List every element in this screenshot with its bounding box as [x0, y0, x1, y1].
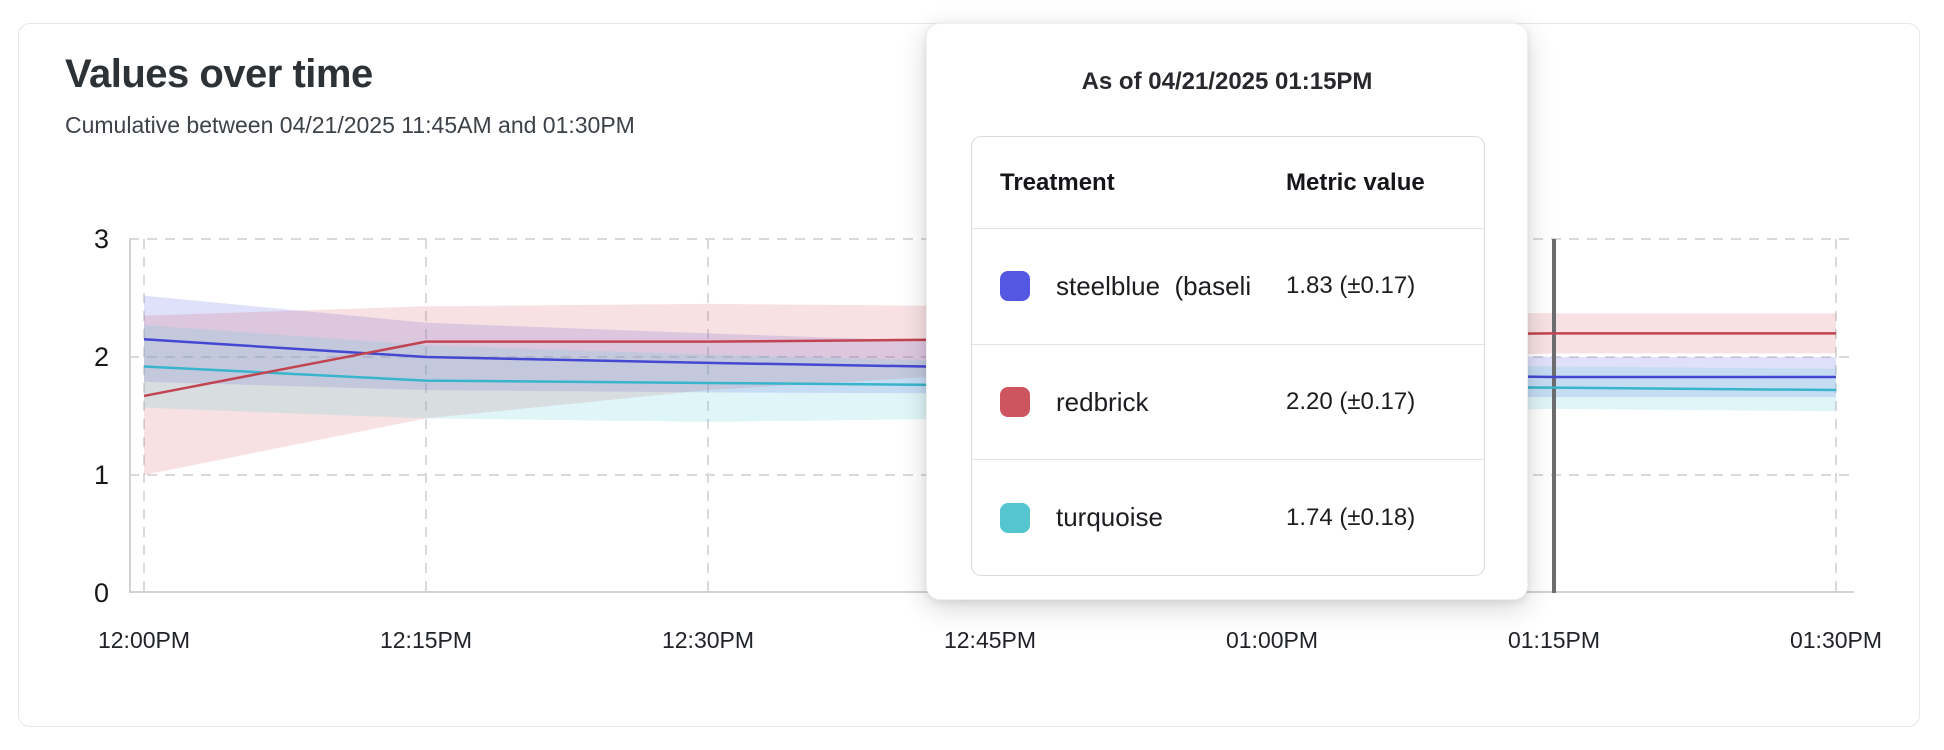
treatment-label: steelblue (baseli — [1056, 270, 1252, 301]
x-tick-label-01:30PM: 01:30PM — [1789, 627, 1883, 653]
x-tick-label-01:00PM: 01:00PM — [1225, 627, 1319, 653]
x-tick-label-12:00PM: 12:00PM — [97, 627, 191, 653]
tooltip-rows: steelblue (baseli 1.83 (±0.17) redbrick 2.2… — [972, 229, 1484, 575]
y-tick-label-2: 2 — [93, 342, 109, 372]
y-tick-label-3: 3 — [93, 224, 109, 254]
tooltip-row-turquoise: turquoise 1.74 (±0.18) — [972, 459, 1484, 575]
y-axis-labels: 3 2 1 0 — [19, 224, 119, 608]
metric-value: 2.20 (±0.17) — [1286, 388, 1416, 415]
y-tick-label-0: 0 — [93, 578, 109, 608]
tooltip-row-steelblue: steelblue (baseli 1.83 (±0.17) — [972, 229, 1484, 344]
treatment-label: turquoise — [1056, 502, 1163, 533]
chart-subtitle: Cumulative between 04/21/2025 11:45AM an… — [65, 112, 635, 138]
x-tick-label-12:15PM: 12:15PM — [379, 627, 473, 653]
tooltip-col-metric-value: Metric value — [1286, 168, 1425, 196]
y-tick-label-1: 1 — [93, 460, 109, 490]
chart-tooltip: As of 04/21/2025 01:15PM Treatment Metri… — [926, 23, 1528, 600]
x-axis-labels: 12:00PM 12:15PM 12:30PM 12:45PM 01:00PM 01:15… — [98, 627, 1882, 659]
tooltip-row-redbrick: redbrick 2.20 (±0.17) — [972, 343, 1484, 460]
tooltip-title: As of 04/21/2025 01:15PM — [1081, 68, 1373, 95]
tooltip-table-header: Treatment Metric value — [972, 137, 1484, 229]
x-tick-label-01:15PM: 01:15PM — [1507, 627, 1601, 653]
x-tick-label-12:45PM: 12:45PM — [943, 627, 1037, 653]
metric-value: 1.83 (±0.17) — [1286, 272, 1416, 300]
x-tick-label-12:30PM: 12:30PM — [661, 627, 755, 653]
treatment-label: redbrick — [1056, 386, 1149, 417]
page-title: Values over time — [65, 52, 373, 96]
treatment-color-swatch — [1000, 271, 1030, 302]
tooltip-col-treatment: Treatment — [1000, 168, 1115, 196]
treatment-color-swatch — [1000, 387, 1030, 417]
metric-value: 1.74 (±0.18) — [1286, 503, 1416, 531]
tooltip-table: Treatment Metric value steelblue (baseli… — [971, 136, 1485, 576]
treatment-color-swatch — [1000, 502, 1030, 533]
